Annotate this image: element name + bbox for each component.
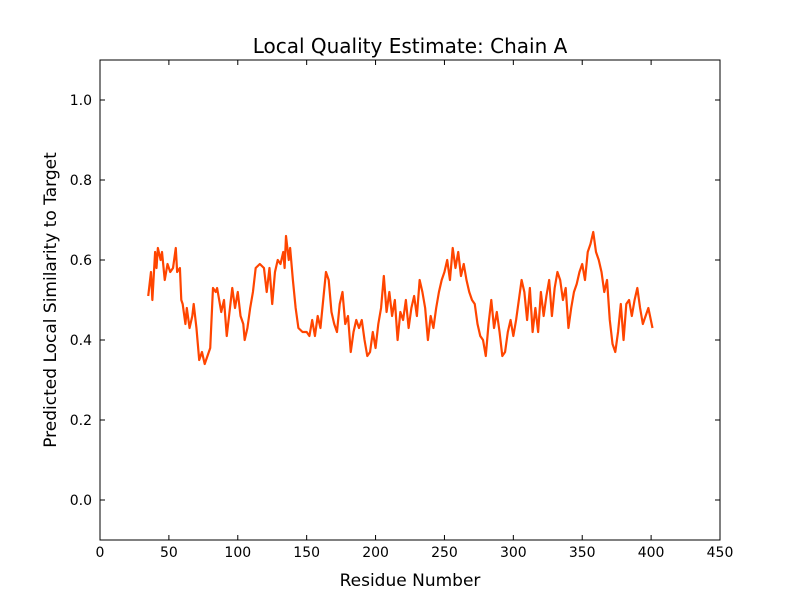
x-tick-label: 0	[96, 545, 105, 561]
x-tick-label: 50	[160, 545, 178, 561]
y-axis-label: Predicted Local Similarity to Target	[41, 152, 61, 448]
x-tick-label: 100	[224, 545, 251, 561]
y-tick-label: 1.0	[70, 93, 92, 109]
x-tick-label: 250	[431, 545, 458, 561]
y-tick-label: 0.8	[70, 173, 92, 189]
y-tick-label: 0.2	[70, 413, 92, 429]
x-tick-label: 150	[293, 545, 320, 561]
x-tick-label: 200	[362, 545, 389, 561]
y-tick-label: 0.6	[70, 253, 92, 269]
data-line	[147, 230, 654, 366]
y-tick-label: 0.4	[70, 333, 92, 349]
x-tick-label: 450	[707, 545, 734, 561]
x-axis-label: Residue Number	[340, 571, 481, 591]
chart-title: Local Quality Estimate: Chain A	[253, 34, 568, 58]
plot-frame	[99, 59, 721, 541]
x-tick-label: 400	[638, 545, 665, 561]
y-tick-label: 0.0	[70, 493, 92, 509]
x-tick-label: 350	[569, 545, 596, 561]
x-tick-label: 300	[500, 545, 527, 561]
